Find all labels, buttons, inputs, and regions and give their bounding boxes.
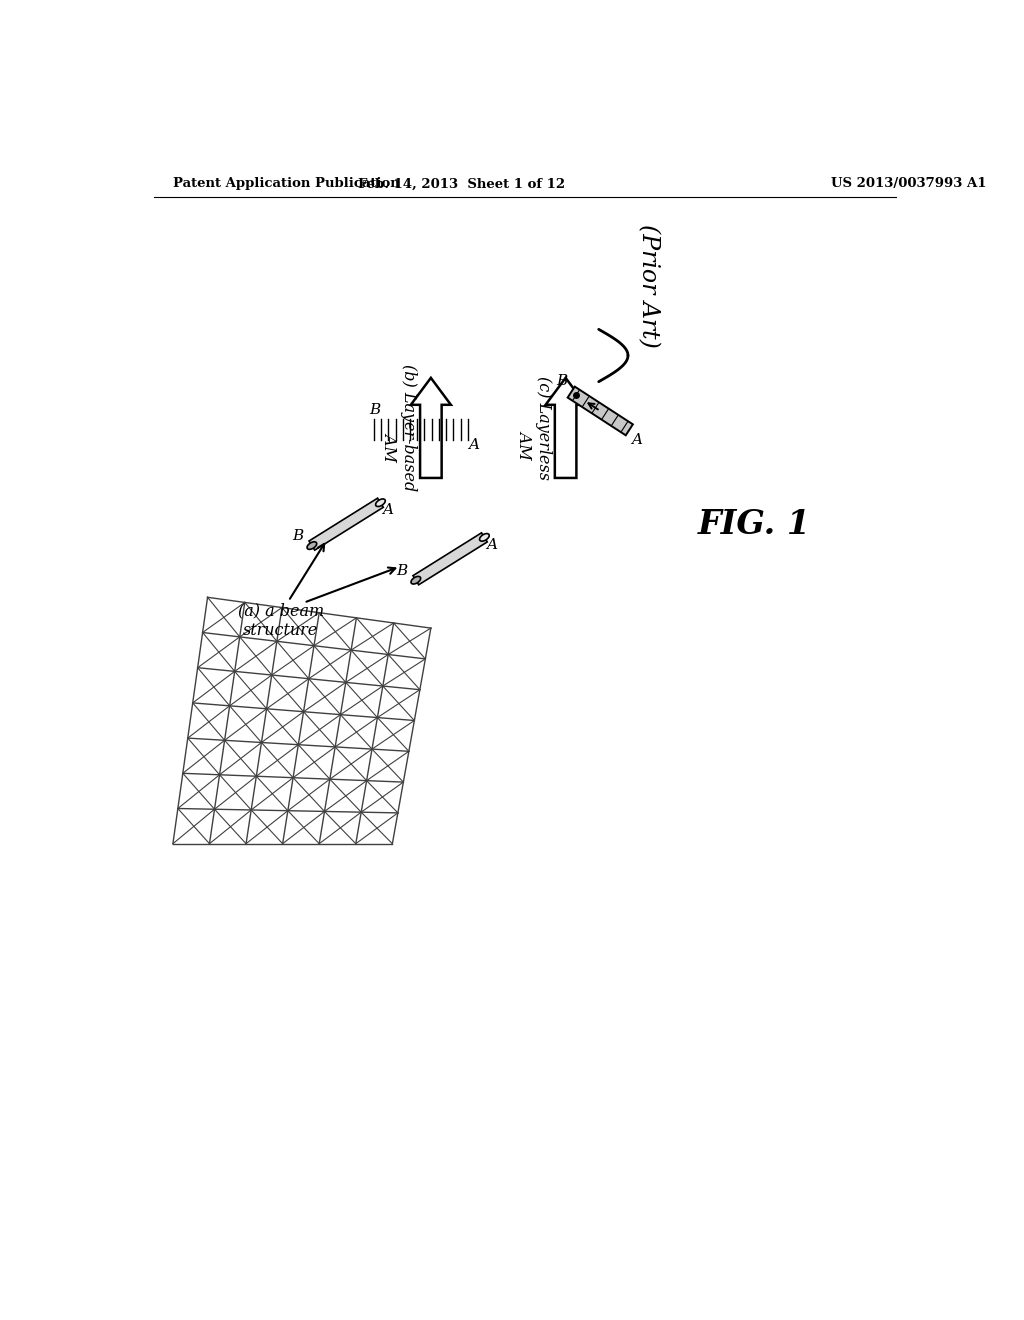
Text: Feb. 14, 2013  Sheet 1 of 12: Feb. 14, 2013 Sheet 1 of 12 xyxy=(358,177,565,190)
Ellipse shape xyxy=(307,541,316,549)
Text: A: A xyxy=(383,503,393,517)
Text: Patent Application Publication: Patent Application Publication xyxy=(173,177,399,190)
Text: FIG. 1: FIG. 1 xyxy=(697,508,811,541)
Text: B: B xyxy=(556,375,567,388)
Text: B: B xyxy=(293,529,304,544)
Text: A: A xyxy=(632,433,642,447)
Text: (a) a beam
structure: (a) a beam structure xyxy=(238,602,324,639)
Ellipse shape xyxy=(479,533,489,541)
Text: B: B xyxy=(396,564,408,578)
Polygon shape xyxy=(413,533,487,585)
Ellipse shape xyxy=(411,577,421,583)
Text: A: A xyxy=(486,539,498,552)
Polygon shape xyxy=(309,498,383,550)
Ellipse shape xyxy=(376,499,385,507)
Polygon shape xyxy=(411,378,451,478)
Text: A: A xyxy=(468,438,478,451)
Text: B: B xyxy=(369,403,380,417)
Text: US 2013/0037993 A1: US 2013/0037993 A1 xyxy=(831,177,987,190)
Text: (c) Layerless
       AM: (c) Layerless AM xyxy=(515,376,552,480)
Text: (b) Layer-based
        AM: (b) Layer-based AM xyxy=(380,364,417,491)
Polygon shape xyxy=(546,378,586,478)
Polygon shape xyxy=(567,387,633,436)
Text: (Prior Art): (Prior Art) xyxy=(637,223,659,347)
